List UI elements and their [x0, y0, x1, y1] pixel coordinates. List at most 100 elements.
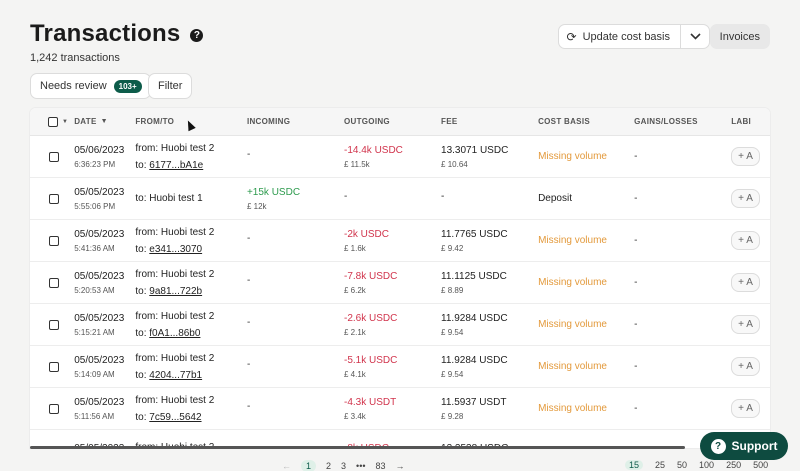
outgoing-fiat: £ 3.4k — [344, 411, 366, 421]
to-address-link[interactable]: 6177...bA1e — [149, 159, 204, 171]
gains-value: - — [634, 277, 638, 288]
row-checkbox[interactable] — [49, 319, 59, 330]
needs-review-label: Needs review — [40, 80, 107, 92]
row-checkbox[interactable] — [49, 151, 59, 162]
next-page-button[interactable]: → — [395, 461, 405, 471]
refresh-icon: ⟳ — [566, 29, 577, 44]
from-text: from: Huobi test 2 — [135, 310, 215, 322]
table-row[interactable]: 05/05/2023 5:20:53 AM from: Huobi test 2… — [30, 262, 770, 304]
page-3[interactable]: 3 — [341, 461, 347, 471]
caret-down-icon[interactable]: ▼ — [62, 118, 69, 125]
filter-button[interactable]: Filter — [148, 73, 193, 99]
table-row[interactable]: 05/05/2023 5:55:06 PM to: Huobi test 1 +… — [30, 178, 770, 220]
per-page-500[interactable]: 500 — [753, 460, 769, 470]
cell-outgoing: -7.8k USDC £ 6.2k — [344, 271, 441, 295]
cell-labels: + A — [731, 357, 770, 376]
table-row[interactable]: 05/05/2023 5:14:09 AM from: Huobi test 2… — [30, 346, 770, 388]
row-select — [30, 235, 74, 246]
column-header-gains-losses[interactable]: GAINS/LOSSES — [634, 117, 698, 126]
date-text: 05/05/2023 — [74, 270, 125, 282]
to-address-link[interactable]: f0A1...86b0 — [149, 327, 201, 339]
column-header-labels[interactable]: LABI — [731, 117, 752, 126]
row-checkbox[interactable] — [49, 193, 59, 204]
cell-incoming: - — [247, 317, 344, 332]
cost-basis-status: Missing volume — [538, 277, 607, 288]
cell-fee: 13.2538 USDC — [441, 443, 538, 448]
per-page-50[interactable]: 50 — [677, 460, 688, 470]
column-header-fee[interactable]: FEE — [441, 117, 458, 126]
page-1[interactable]: 1 — [301, 460, 317, 471]
column-header-outgoing[interactable]: OUTGOING — [343, 117, 390, 126]
to-address-link[interactable]: 7c59...5642 — [149, 411, 202, 423]
incoming-fiat: £ 12k — [246, 201, 267, 211]
table-row[interactable]: 05/05/2023 5:11:56 AM from: Huobi test 2… — [30, 388, 770, 430]
table-row[interactable]: 05/05/2023 5:41:36 AM from: Huobi test 2… — [30, 220, 770, 262]
update-cost-basis-button[interactable]: ⟳ Update cost basis — [559, 25, 681, 48]
add-label-button[interactable]: + A — [731, 231, 760, 250]
date-text: 05/05/2023 — [74, 443, 135, 448]
add-label-button[interactable]: + A — [731, 273, 760, 292]
to-prefix: to: — [135, 411, 150, 423]
row-select — [30, 361, 74, 372]
update-options-dropdown[interactable] — [681, 25, 709, 48]
from-text: from: Huobi test 2 — [135, 442, 215, 448]
invoices-button[interactable]: Invoices — [709, 24, 770, 49]
add-label-button[interactable]: + A — [731, 147, 760, 166]
cell-cost-basis: Missing volume — [538, 361, 634, 372]
row-select — [30, 319, 74, 330]
fee-amount: 11.9284 USDC — [441, 312, 508, 324]
column-header-incoming[interactable]: INCOMING — [246, 117, 291, 126]
table-row[interactable]: 05/05/2023 5:15:21 AM from: Huobi test 2… — [30, 304, 770, 346]
outgoing-amount: -2k USDC — [344, 228, 390, 240]
add-label-button[interactable]: + A — [731, 399, 760, 418]
cell-outgoing: - — [344, 191, 441, 206]
needs-review-button[interactable]: Needs review 103+ — [30, 73, 151, 99]
outgoing-amount: -14.4k USDC — [344, 144, 403, 156]
column-header-cost-basis[interactable]: COST BASIS — [538, 117, 590, 126]
cost-basis-status: Deposit — [538, 193, 572, 204]
row-checkbox[interactable] — [49, 361, 59, 372]
from-text: from: Huobi test 2 — [135, 226, 215, 238]
row-checkbox[interactable] — [49, 277, 59, 288]
to-prefix: to: — [135, 285, 150, 297]
add-label-button[interactable]: + A — [731, 357, 760, 376]
gains-value: - — [634, 151, 638, 162]
column-header-fromto[interactable]: FROM/TO — [135, 117, 175, 126]
page-2[interactable]: 2 — [326, 461, 332, 471]
select-all-checkbox[interactable] — [48, 116, 58, 127]
fee-fiat: £ 9.42 — [441, 243, 464, 253]
table-row[interactable]: 05/06/2023 6:36:23 PM from: Huobi test 2… — [30, 136, 770, 178]
help-icon[interactable]: ? — [190, 29, 204, 42]
add-label-button[interactable]: + A — [731, 315, 760, 334]
column-header-date[interactable]: DATE ▼ — [74, 117, 108, 126]
date-text: 05/05/2023 — [74, 354, 125, 366]
cell-incoming: +15k USDC £ 12k — [247, 187, 344, 211]
fee-amount: 13.3071 USDC — [441, 144, 509, 156]
add-label-button[interactable]: + A — [731, 189, 760, 208]
cell-date: 05/05/2023 5:11:56 AM — [74, 397, 135, 421]
horizontal-scrollbar[interactable] — [30, 446, 685, 449]
cell-outgoing: -14.4k USDC £ 11.5k — [344, 145, 441, 169]
cell-fromto: from: Huobi test 2 — [135, 442, 247, 448]
per-page-15[interactable]: 15 — [625, 460, 644, 470]
page-83[interactable]: 83 — [375, 461, 386, 471]
to-address-link[interactable]: 4204...77b1 — [149, 369, 203, 381]
cell-labels: + A — [731, 273, 770, 292]
row-checkbox[interactable] — [49, 403, 59, 414]
to-address-link[interactable]: e341...3070 — [149, 243, 203, 255]
time-text: 5:14:09 AM — [74, 369, 115, 379]
from-text: from: Huobi test 2 — [135, 268, 215, 280]
row-checkbox[interactable] — [49, 235, 59, 246]
prev-page-button[interactable]: ← — [282, 461, 291, 471]
per-page-250[interactable]: 250 — [726, 460, 742, 470]
cell-incoming: - — [247, 233, 344, 248]
per-page-25[interactable]: 25 — [655, 460, 666, 470]
support-button[interactable]: ? Support — [700, 432, 788, 460]
from-text: from: Huobi test 2 — [135, 142, 215, 154]
select-all[interactable]: ▼ — [30, 116, 74, 127]
fee-fiat: £ 8.89 — [441, 285, 464, 295]
page-header: Transactions ? 1,242 transactions — [30, 20, 204, 64]
per-page-100[interactable]: 100 — [699, 460, 715, 470]
to-address-link[interactable]: 9a81...722b — [149, 285, 203, 297]
cell-fee: 11.1125 USDC £ 8.89 — [441, 271, 538, 295]
